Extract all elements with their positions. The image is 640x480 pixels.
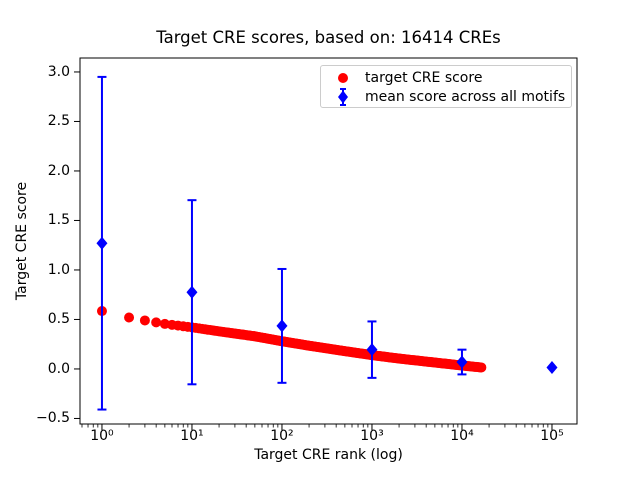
y-axis-label: Target CRE score — [14, 181, 30, 301]
legend-label: mean score across all motifs — [365, 88, 566, 105]
x-tick-label: 10⁴ — [450, 428, 474, 444]
legend-circle-marker-icon — [321, 71, 365, 85]
x-tick-label: 10⁵ — [540, 428, 564, 444]
legend-label: target CRE score — [365, 69, 483, 86]
legend-entry-target-cre-score: target CRE score — [321, 68, 571, 87]
y-tick-label: 2.0 — [47, 162, 70, 179]
y-tick-label: 2.5 — [47, 113, 70, 130]
x-axis-label: Target CRE rank (log) — [254, 447, 403, 463]
x-tick-label: 10¹ — [180, 428, 204, 444]
legend: target CRE score mean score across all m… — [320, 65, 572, 108]
y-tick-label: 1.0 — [47, 261, 70, 278]
y-tick-label: 0.5 — [47, 311, 70, 328]
y-tick-label: 0.0 — [47, 360, 70, 377]
y-tick-label: 1.5 — [47, 212, 70, 229]
x-tick-label: 10² — [270, 428, 294, 444]
x-tick-label: 10⁰ — [90, 428, 114, 444]
legend-diamond-errorbar-marker-icon — [321, 87, 365, 107]
chart-title: Target CRE scores, based on: 16414 CREs — [156, 28, 501, 47]
y-tick-label: −0.5 — [36, 410, 70, 427]
legend-entry-mean-score: mean score across all motifs — [321, 87, 571, 106]
x-tick-label: 10³ — [360, 428, 384, 444]
y-tick-label: 3.0 — [47, 63, 70, 80]
